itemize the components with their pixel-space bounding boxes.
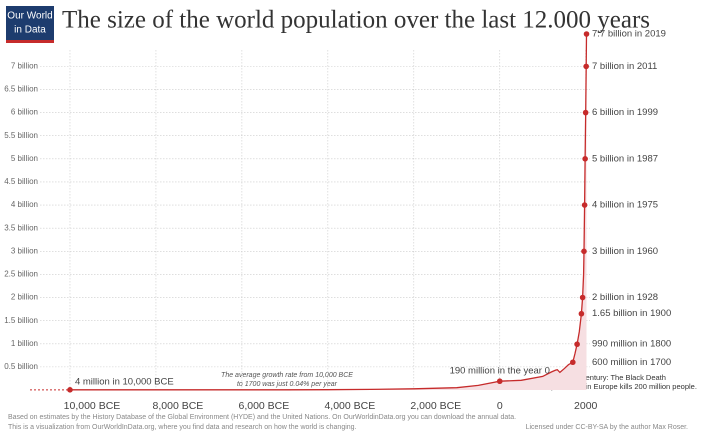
y-tick-label: 6 billion (11, 108, 38, 117)
point-label: 1.65 billion in 1900 (592, 308, 671, 319)
area (70, 34, 587, 390)
point-label: 6 billion in 1999 (592, 107, 658, 118)
point-label: 600 million in 1700 (592, 357, 671, 368)
annotation: Mid 14th century: The Black Death (551, 373, 666, 382)
point-label: 5 billion in 1987 (592, 153, 658, 164)
point-label: 4 billion in 1975 (592, 200, 658, 211)
point (570, 359, 576, 366)
point-label: 990 million in 1800 (592, 339, 671, 350)
x-tick-label: 8,000 BCE (153, 400, 204, 412)
logo: Our World in Data (6, 6, 54, 43)
point-label: 190 million in the year 0 (450, 366, 550, 377)
point-label: 7.7 billion in 2019 (592, 29, 666, 40)
x-tick-label: 2,000 BCE (410, 400, 461, 412)
point (578, 310, 585, 317)
x-tick-label: 2000 (574, 400, 598, 412)
y-tick-label: 5 billion (11, 154, 38, 163)
logo-box (6, 6, 54, 42)
y-tick-label: 4.5 billion (4, 177, 38, 186)
point (579, 294, 586, 301)
y-tick-label: 1.5 billion (4, 316, 38, 325)
point (582, 156, 588, 162)
logo-bar (6, 40, 54, 43)
y-tick-label: 2.5 billion (4, 270, 38, 279)
point (582, 109, 589, 116)
y-tick-label: 6.5 billion (4, 85, 38, 94)
point (581, 202, 588, 208)
point (581, 248, 587, 255)
point-label: 3 billion in 1960 (592, 246, 658, 257)
x-tick-label: 0 (497, 400, 503, 412)
line (70, 33, 588, 391)
point (67, 387, 73, 393)
point (574, 341, 580, 348)
y-tick-label: 7 billion (11, 61, 38, 70)
y-tick-label: 4 billion (11, 200, 38, 209)
y-tick-label: 2 billion (11, 293, 38, 302)
x-tick-label: 10,000 BCE (64, 400, 121, 412)
x-tick-label: 6,000 BCE (238, 400, 289, 412)
y-tick-label: 3 billion (11, 246, 38, 255)
logo-text: in Data (14, 25, 46, 36)
y-tick-label: 0.5 billion (4, 362, 38, 371)
point (583, 63, 589, 70)
y-tick-label: 1 billion (11, 339, 38, 348)
license: Licensed under CC-BY-SA by the author Ma… (526, 424, 688, 431)
footer: Based on estimates by the History Databa… (8, 414, 516, 421)
y-tick-label: 3.5 billion (4, 223, 38, 232)
point-label: 2 billion in 1928 (592, 292, 658, 303)
footer: This is a visualization from OurWorldInD… (8, 424, 357, 431)
x-tick-label: 4,000 BCE (324, 400, 375, 412)
annotation: to 1700 was just 0.04% per year (237, 381, 338, 388)
chart-title: The size of the world population over th… (62, 7, 650, 34)
y-tick-label: 5.5 billion (4, 131, 38, 140)
point-label: 4 million in 10,000 BCE (75, 376, 174, 387)
point (583, 31, 590, 37)
logo-text: Our World (7, 11, 52, 22)
point (496, 378, 503, 385)
annotation: pandemic in Europe kills 200 million peo… (551, 382, 697, 391)
annotation: The average growth rate from 10,000 BCE (221, 372, 353, 379)
point-label: 7 billion in 2011 (592, 61, 657, 72)
